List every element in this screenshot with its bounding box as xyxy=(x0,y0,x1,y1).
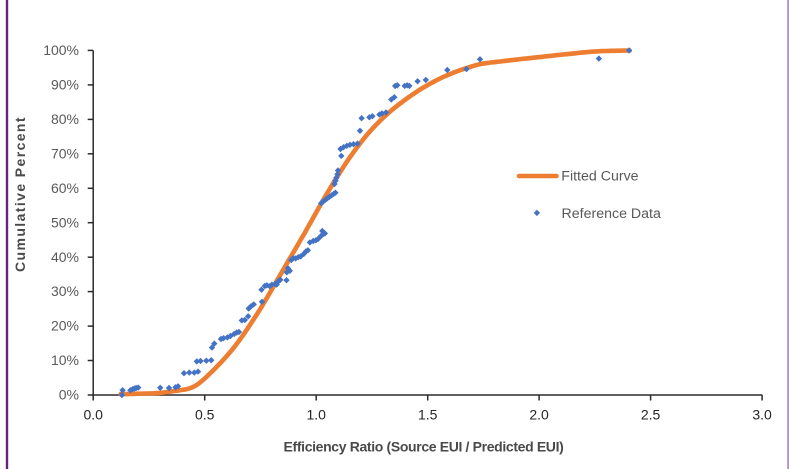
svg-text:30%: 30% xyxy=(51,283,79,299)
svg-text:50%: 50% xyxy=(51,214,79,230)
svg-text:80%: 80% xyxy=(51,111,79,127)
svg-text:Efficiency Ratio (Source EUI /: Efficiency Ratio (Source EUI / Predicted… xyxy=(284,438,564,454)
svg-text:2.5: 2.5 xyxy=(641,407,661,423)
svg-text:1.5: 1.5 xyxy=(418,407,438,423)
svg-text:0%: 0% xyxy=(59,387,79,403)
svg-text:20%: 20% xyxy=(51,318,79,334)
svg-text:0.5: 0.5 xyxy=(195,407,215,423)
svg-text:100%: 100% xyxy=(43,42,79,58)
svg-text:0.0: 0.0 xyxy=(83,407,103,423)
svg-text:70%: 70% xyxy=(51,145,79,161)
svg-text:2.0: 2.0 xyxy=(529,407,549,423)
svg-text:40%: 40% xyxy=(51,249,79,265)
svg-text:3.0: 3.0 xyxy=(752,407,772,423)
svg-text:60%: 60% xyxy=(51,180,79,196)
svg-text:10%: 10% xyxy=(51,352,79,368)
svg-text:Fitted Curve: Fitted Curve xyxy=(561,169,638,185)
svg-text:1.0: 1.0 xyxy=(306,407,326,423)
svg-text:90%: 90% xyxy=(51,77,79,93)
svg-text:Reference Data: Reference Data xyxy=(562,206,661,222)
svg-text:Cumulative Percent: Cumulative Percent xyxy=(12,116,28,272)
